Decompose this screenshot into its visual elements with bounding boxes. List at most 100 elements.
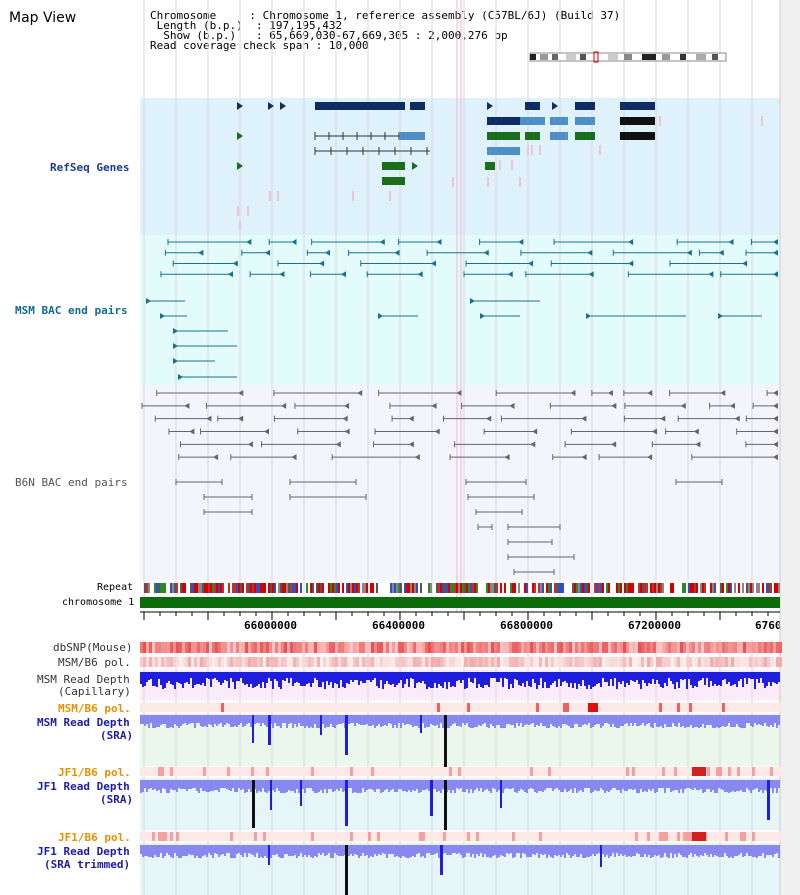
- pol-cell: [404, 832, 407, 841]
- pol-cell: [518, 657, 521, 667]
- pol-cell: [710, 767, 713, 776]
- depth-bar: [778, 845, 780, 858]
- depth-bar: [590, 845, 592, 856]
- pol-cell: [770, 832, 773, 841]
- depth-bar: [226, 845, 228, 853]
- pol-cell: [227, 832, 230, 841]
- depth-bar: [500, 672, 502, 678]
- depth-bar: [204, 780, 206, 791]
- depth-bar: [626, 845, 628, 857]
- snp-density-cell: [236, 642, 239, 653]
- snp-density-cell: [647, 642, 650, 653]
- depth-bar: [678, 845, 680, 853]
- snp-density-cell: [746, 642, 749, 653]
- pol-cell: [503, 767, 506, 776]
- pol-cell: [704, 703, 707, 712]
- depth-bar: [320, 672, 322, 687]
- depth-bar: [472, 672, 474, 683]
- pol-cell: [503, 657, 506, 667]
- depth-bar: [238, 672, 240, 681]
- snp-density-cell: [734, 642, 737, 653]
- depth-bar: [744, 845, 746, 856]
- pol-cell: [431, 703, 434, 712]
- pol-cell: [146, 767, 149, 776]
- depth-bar: [380, 672, 382, 680]
- pol-cell: [764, 767, 767, 776]
- depth-bar: [526, 715, 528, 724]
- depth-bar: [388, 780, 390, 792]
- depth-bar: [166, 672, 168, 683]
- snp-density-cell: [428, 642, 431, 653]
- pol-cell: [410, 832, 413, 841]
- depth-bar: [528, 715, 530, 725]
- depth-bar: [302, 715, 304, 726]
- depth-bar: [234, 672, 236, 689]
- depth-bar: [212, 715, 214, 727]
- pol-cell: [704, 657, 707, 667]
- depth-bar: [508, 780, 510, 789]
- pol-cell: [140, 657, 143, 667]
- snp-density-cell: [272, 642, 275, 653]
- depth-bar: [298, 780, 300, 793]
- repeat-element: [750, 583, 752, 593]
- pol-cell: [458, 703, 461, 712]
- depth-bar: [456, 672, 458, 681]
- depth-bar: [304, 715, 306, 728]
- depth-bar: [284, 845, 286, 854]
- pol-cell: [719, 657, 722, 667]
- pol-cell: [611, 657, 614, 667]
- pol-cell: [287, 832, 290, 841]
- depth-bar: [648, 672, 650, 683]
- pol-cell: [461, 703, 464, 712]
- pol-cell: [512, 767, 515, 776]
- depth-bar: [450, 780, 452, 793]
- depth-bar: [402, 845, 404, 856]
- snp-density-cell: [410, 642, 413, 653]
- pol-cell: [335, 703, 338, 712]
- depth-bar: [718, 780, 720, 788]
- pol-cell: [764, 703, 767, 712]
- pol-cell: [707, 767, 710, 776]
- pol-cell: [482, 657, 485, 667]
- depth-bar: [636, 780, 638, 793]
- repeat-element: [412, 583, 414, 593]
- depth-bar: [702, 672, 704, 678]
- pol-cell: [758, 832, 761, 841]
- depth-bar: [206, 672, 208, 678]
- snp-density-cell: [308, 642, 311, 653]
- snp-density-cell: [179, 642, 182, 653]
- snp-density-cell: [227, 642, 230, 653]
- depth-bar: [210, 780, 212, 791]
- depth-bar: [170, 672, 172, 684]
- bac-end-arrow: [456, 390, 462, 396]
- depth-bar: [476, 715, 478, 727]
- depth-bar: [156, 672, 158, 687]
- pol-cell: [362, 657, 365, 667]
- depth-bar: [576, 715, 578, 724]
- pol-cell: [623, 657, 626, 667]
- pol-cell: [197, 767, 200, 776]
- repeat-element: [474, 583, 476, 593]
- depth-spike: [767, 780, 770, 820]
- depth-bar: [558, 715, 560, 726]
- depth-bar: [700, 780, 702, 789]
- depth-bar: [638, 672, 640, 684]
- depth-bar: [704, 715, 706, 728]
- track-label-repeat: Repeat: [97, 582, 134, 593]
- repeat-element: [554, 583, 556, 593]
- pol-cell: [677, 767, 680, 776]
- track-label-refseq[interactable]: RefSeq Genes: [50, 161, 130, 174]
- snp-density-cell: [248, 642, 251, 653]
- track-label-msm-bac[interactable]: MSM BAC end pairs: [15, 304, 128, 317]
- depth-bar: [378, 780, 380, 789]
- track-label-b6n-bac[interactable]: B6N BAC end pairs: [15, 476, 128, 489]
- pol-cell: [185, 703, 188, 712]
- pol-cell: [380, 767, 383, 776]
- pol-cell: [308, 657, 311, 667]
- depth-bar: [696, 845, 698, 856]
- pol-cell: [668, 703, 671, 712]
- bac-end-arrow: [394, 249, 400, 256]
- depth-bar: [280, 845, 282, 858]
- depth-bar: [750, 672, 752, 679]
